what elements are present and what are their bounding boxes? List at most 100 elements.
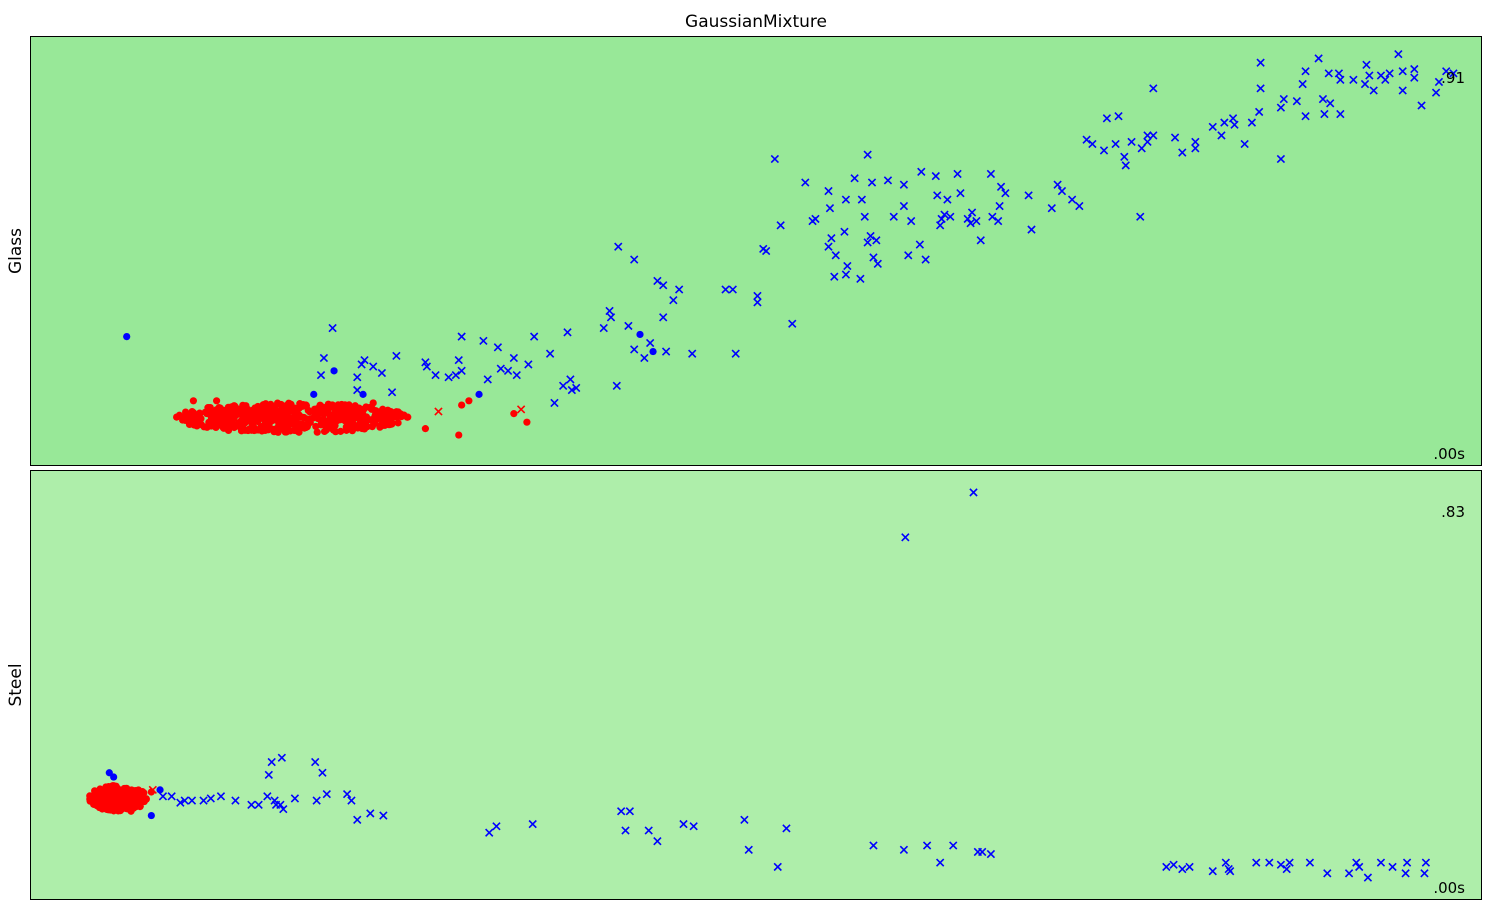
- inlier-point: [300, 413, 308, 422]
- outlier-cross-point: [869, 253, 878, 262]
- inlier-point: [256, 409, 264, 417]
- outlier-dot-point: [310, 390, 318, 398]
- outlier-cross-point: [512, 370, 521, 380]
- outlier-cross-point: [922, 841, 932, 850]
- outlier-cross-point: [931, 171, 940, 181]
- inlier-point: [120, 785, 129, 793]
- outlier-cross-point: [811, 214, 820, 224]
- outlier-cross-point: [1318, 94, 1328, 104]
- time-label-steel: .00s: [1433, 879, 1465, 897]
- inlier-point: [257, 423, 265, 431]
- outlier-cross-point: [1301, 67, 1310, 76]
- outlier-cross-point: [1323, 869, 1332, 878]
- outlier-cross-point: [353, 385, 362, 395]
- inlier-point: [367, 416, 375, 424]
- outlier-cross-point: [316, 370, 326, 380]
- outlier-cross-point: [279, 804, 288, 814]
- outlier-cross-point: [899, 845, 909, 854]
- outlier-cross-point: [1352, 858, 1361, 867]
- outlier-cross-point: [1369, 86, 1378, 95]
- inlier-point: [523, 418, 531, 426]
- inlier-point: [189, 397, 197, 405]
- outlier-cross-point: [1208, 867, 1217, 876]
- outlier-dot-point: [475, 390, 483, 398]
- outlier-cross-point: [1431, 88, 1441, 97]
- outlier-cross-point: [493, 343, 503, 352]
- inlier-point: [337, 427, 345, 435]
- outlier-cross-point: [1217, 131, 1226, 140]
- outlier-cross-point: [566, 375, 575, 384]
- outlier-cross-point: [915, 240, 925, 249]
- inlier-point: [230, 421, 238, 429]
- outlier-cross-point: [1053, 180, 1062, 189]
- plot-background-glass: [31, 37, 1481, 465]
- outlier-dot-point: [359, 390, 367, 398]
- inlier-point: [377, 421, 385, 429]
- outlier-cross-point: [545, 349, 555, 358]
- inlier-point: [458, 401, 466, 409]
- outlier-cross-point: [1102, 114, 1112, 123]
- outlier-cross-point: [377, 368, 387, 378]
- inlier-point: [133, 791, 141, 799]
- outlier-cross-point: [290, 794, 300, 803]
- outlier-cross-point: [996, 182, 1006, 191]
- outlier-cross-point: [899, 201, 909, 211]
- outlier-cross-point: [1417, 101, 1426, 110]
- time-label-glass: .00s: [1433, 445, 1465, 463]
- inlier-point: [360, 425, 369, 433]
- inlier-point: [266, 424, 274, 432]
- outlier-cross-point: [728, 285, 737, 294]
- outlier-cross-point: [1336, 75, 1345, 84]
- inlier-point: [342, 412, 351, 420]
- outlier-cross-point: [360, 355, 369, 365]
- outlier-cross-point: [1143, 137, 1152, 147]
- inlier-point: [369, 399, 377, 407]
- outlier-cross-point: [263, 792, 272, 801]
- outlier-cross-point: [1149, 131, 1158, 140]
- outlier-cross-point: [353, 815, 362, 824]
- outlier-cross-point: [653, 837, 662, 846]
- inlier-point: [197, 415, 205, 423]
- outlier-cross-point: [1225, 867, 1235, 876]
- outlier-cross-point: [1344, 869, 1354, 878]
- outlier-cross-point: [917, 167, 926, 176]
- outlier-cross-point: [940, 210, 949, 219]
- outlier-cross-point: [830, 272, 839, 281]
- outlier-dot-point: [636, 330, 644, 339]
- plot-panel-steel: .83 .00s: [30, 470, 1482, 900]
- inlier-point: [302, 401, 310, 409]
- y-axis-label-glass: Glass: [6, 227, 26, 275]
- outlier-cross-point: [264, 770, 273, 780]
- outlier-cross-point: [943, 195, 952, 204]
- outlier-cross-point: [1136, 212, 1145, 221]
- outlier-cross-point: [503, 366, 513, 376]
- outlier-cross-point: [1282, 864, 1291, 874]
- inlier-cross-point: [148, 785, 157, 795]
- outlier-cross-point: [1252, 858, 1261, 867]
- inlier-point: [350, 414, 359, 422]
- outlier-cross-point: [267, 757, 276, 767]
- outlier-cross-point: [1027, 225, 1036, 234]
- outlier-cross-point: [867, 178, 877, 187]
- scatter-plot-steel: [31, 471, 1481, 899]
- outlier-cross-point: [567, 385, 577, 395]
- outlier-cross-point: [761, 246, 771, 256]
- chart-title: GaussianMixture: [685, 12, 827, 32]
- scatter-plot-glass: [31, 37, 1481, 465]
- outlier-cross-point: [1388, 862, 1397, 872]
- outlier-cross-point: [366, 809, 375, 818]
- outlier-cross-point: [1075, 201, 1084, 211]
- outlier-cross-point: [1301, 112, 1310, 121]
- outlier-cross-point: [935, 858, 945, 867]
- outlier-cross-point: [457, 366, 466, 376]
- inlier-point: [341, 404, 350, 413]
- outlier-cross-point: [824, 242, 833, 251]
- outlier-cross-point: [1099, 146, 1109, 155]
- y-axis-label-steel: Steel: [6, 663, 26, 707]
- outlier-cross-point: [963, 214, 972, 224]
- outlier-cross-point: [387, 388, 397, 397]
- inlier-point: [334, 409, 343, 417]
- outlier-cross-point: [740, 815, 749, 824]
- outlier-cross-point: [621, 826, 630, 835]
- outlier-cross-point: [1326, 99, 1335, 108]
